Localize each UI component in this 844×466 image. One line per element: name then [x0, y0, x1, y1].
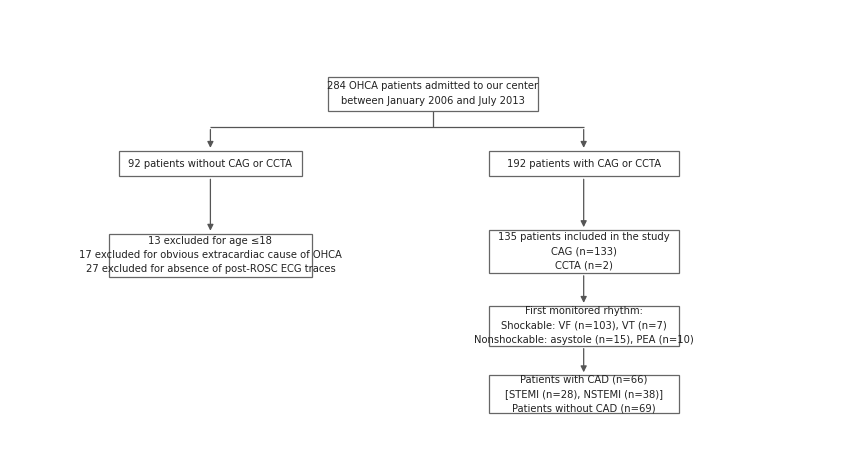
FancyBboxPatch shape	[118, 151, 302, 177]
Text: 92 patients without CAG or CCTA: 92 patients without CAG or CCTA	[128, 158, 292, 169]
FancyBboxPatch shape	[109, 233, 311, 277]
Text: 135 patients included in the study
CAG (n=133)
CCTA (n=2): 135 patients included in the study CAG (…	[497, 232, 668, 271]
FancyBboxPatch shape	[488, 375, 678, 413]
Text: Patients with CAD (n=66)
[STEMI (n=28), NSTEMI (n=38)]
Patients without CAD (n=6: Patients with CAD (n=66) [STEMI (n=28), …	[504, 375, 662, 413]
FancyBboxPatch shape	[327, 76, 537, 110]
Text: 284 OHCA patients admitted to our center
between January 2006 and July 2013: 284 OHCA patients admitted to our center…	[327, 82, 538, 106]
Text: 13 excluded for age ≤18
17 excluded for obvious extracardiac cause of OHCA
27 ex: 13 excluded for age ≤18 17 excluded for …	[78, 236, 342, 274]
Text: First monitored rhythm:
Shockable: VF (n=103), VT (n=7)
Nonshockable: asystole (: First monitored rhythm: Shockable: VF (n…	[473, 306, 693, 345]
FancyBboxPatch shape	[488, 230, 678, 273]
FancyBboxPatch shape	[488, 151, 678, 177]
Text: 192 patients with CAG or CCTA: 192 patients with CAG or CCTA	[506, 158, 660, 169]
FancyBboxPatch shape	[488, 306, 678, 346]
